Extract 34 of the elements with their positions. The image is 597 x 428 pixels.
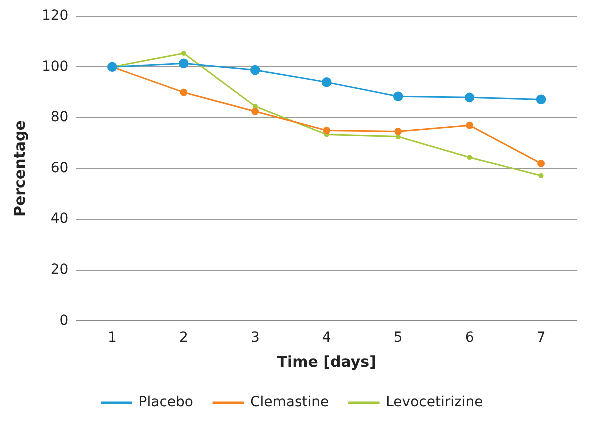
point bbox=[536, 94, 546, 105]
y-tick-label: 20 bbox=[50, 262, 69, 278]
point bbox=[538, 173, 544, 178]
legend-label: Levocetirizine bbox=[386, 394, 484, 411]
y-tick-label: 0 bbox=[60, 312, 69, 329]
point bbox=[467, 155, 472, 160]
point bbox=[179, 58, 189, 69]
x-tick-label: 3 bbox=[250, 330, 260, 346]
legend-label: Clemastine bbox=[250, 394, 330, 411]
x-tick-label: 2 bbox=[179, 330, 188, 346]
x-tick-label: 4 bbox=[322, 330, 332, 346]
point bbox=[322, 78, 332, 88]
legend-label: Placebo bbox=[138, 394, 194, 411]
point bbox=[250, 65, 260, 76]
point bbox=[252, 108, 260, 116]
x-tick-label: 1 bbox=[108, 330, 117, 346]
y-tick-label: 120 bbox=[42, 8, 69, 24]
point bbox=[181, 50, 186, 56]
x-tick-label: 7 bbox=[536, 330, 546, 346]
point bbox=[538, 160, 545, 168]
y-axis-title: Percentage bbox=[10, 120, 29, 218]
y-tick-label: 100 bbox=[42, 58, 69, 75]
point bbox=[180, 88, 188, 96]
point bbox=[393, 92, 404, 102]
point bbox=[464, 92, 475, 103]
point bbox=[394, 128, 402, 136]
x-tick-label: 6 bbox=[465, 330, 474, 346]
point bbox=[466, 122, 474, 130]
y-tick-label: 80 bbox=[50, 110, 69, 126]
x-axis-title: Time [days] bbox=[277, 352, 376, 371]
y-tick-label: 40 bbox=[50, 211, 69, 228]
point bbox=[323, 127, 331, 134]
y-tick-label: 60 bbox=[50, 160, 69, 176]
x-tick-label: 5 bbox=[394, 330, 403, 346]
